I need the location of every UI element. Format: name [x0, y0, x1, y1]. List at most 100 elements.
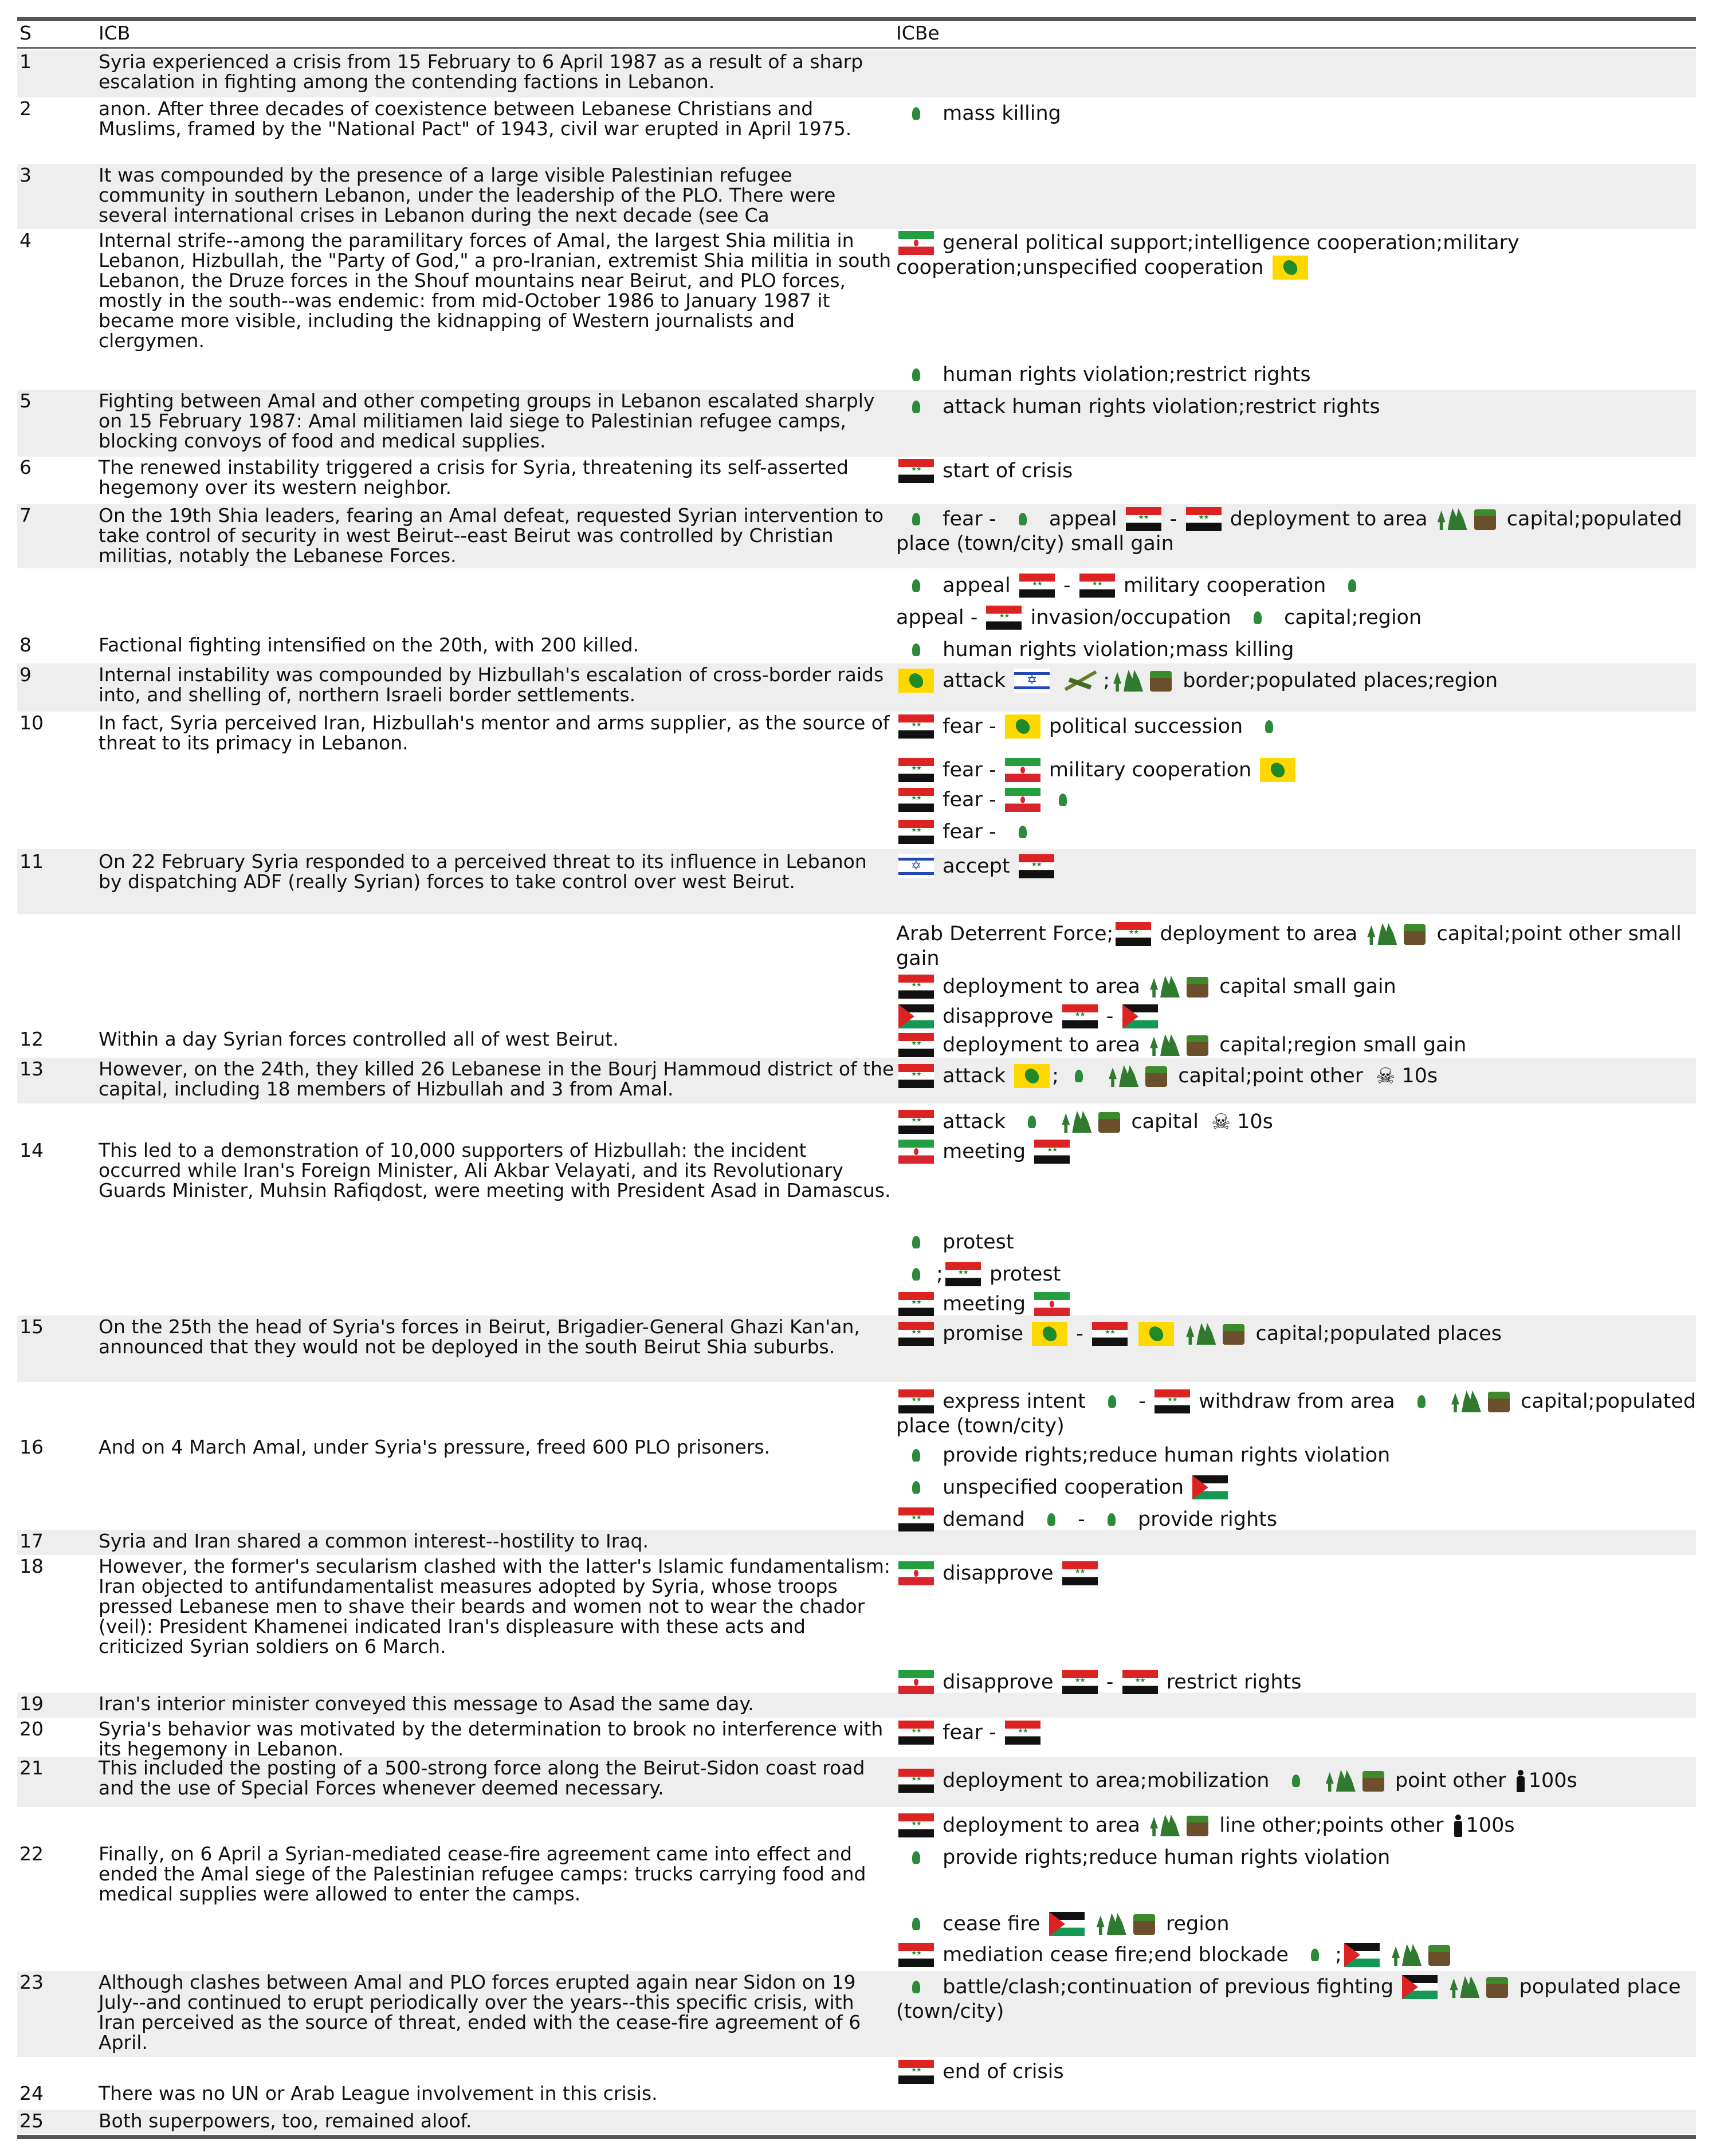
territory-icon	[1487, 1389, 1512, 1413]
icb-text: And on 4 March Amal, under Syria's press…	[99, 1436, 771, 1458]
lebanon-flag-icon	[1034, 1507, 1069, 1531]
icbe-event: general political support;intelligence c…	[896, 231, 1519, 280]
syria-flag-icon	[1062, 1004, 1098, 1028]
territory-icon	[1427, 1943, 1452, 1967]
icbe-event: deployment to area capital;region small …	[896, 1032, 1698, 1057]
row-number: 17	[19, 1530, 44, 1552]
row-number: 1	[19, 50, 32, 73]
forces-icon	[1112, 669, 1144, 693]
territory-icon	[1144, 1064, 1169, 1088]
icb-text: However, on the 24th, they killed 26 Leb…	[99, 1058, 894, 1100]
row-number: 22	[19, 1843, 44, 1865]
hizbullah-flag-icon	[1014, 1064, 1050, 1088]
forces-icon	[1149, 975, 1181, 999]
icbe-event: attack ; capital;point other ☠10s	[896, 1063, 1698, 1088]
icbe-event: provide rights;reduce human rights viola…	[896, 1845, 1698, 1870]
icbe-event: start of crisis	[896, 458, 1698, 483]
iran-flag-icon	[1004, 788, 1040, 812]
table-top-rule	[17, 17, 1696, 21]
row-number: 15	[19, 1315, 44, 1338]
icbe-event: accept	[896, 854, 1698, 878]
lebanon-flag-icon	[1094, 1507, 1129, 1531]
lebanon-flag-icon	[898, 1475, 934, 1499]
syria-flag-icon	[898, 1064, 934, 1088]
forces-icon	[1391, 1943, 1423, 1967]
israel-flag-icon	[898, 854, 934, 878]
lebanon-flag-icon	[898, 638, 934, 662]
icbe-event: express intent - withdraw from area capi…	[896, 1389, 1698, 1438]
icb-text: Within a day Syrian forces controlled al…	[99, 1028, 619, 1050]
row-band	[17, 164, 1696, 229]
row-band	[17, 1757, 1696, 1807]
icbe-event: human rights violation;restrict rights	[896, 362, 1698, 387]
hizbullah-flag-icon	[1032, 1322, 1068, 1346]
lebanon-flag-icon	[898, 101, 934, 125]
syria-flag-icon	[1154, 1389, 1190, 1413]
territory-icon	[1222, 1322, 1247, 1346]
syria-flag-icon	[1018, 854, 1054, 878]
icbe-event: human rights violation;mass killing	[896, 637, 1698, 662]
hizbullah-flag-icon	[1260, 758, 1296, 782]
icb-text: The renewed instability triggered a cris…	[99, 456, 849, 498]
syria-flag-icon	[898, 758, 934, 782]
forces-icon	[1450, 1389, 1482, 1413]
syria-flag-icon	[1079, 574, 1115, 598]
lebanon-flag-icon	[1334, 574, 1370, 598]
icbe-event: battle/clash;continuation of previous fi…	[896, 1975, 1681, 2023]
palestine-flag-icon	[898, 1004, 934, 1028]
syria-flag-icon	[1116, 922, 1152, 946]
row-number: 19	[19, 1692, 44, 1715]
row-band	[17, 849, 1696, 914]
person-icon	[1515, 1769, 1526, 1793]
row-number: 7	[19, 504, 32, 527]
icb-text: Syria and Iran shared a common interest-…	[99, 1530, 649, 1552]
iran-flag-icon	[898, 231, 934, 255]
syria-flag-icon	[898, 1389, 934, 1413]
lebanon-flag-icon	[1297, 1943, 1333, 1967]
icbe-event: attack ; border;populated places;region	[896, 668, 1698, 693]
row-band	[17, 1058, 1696, 1103]
forces-icon	[1185, 1322, 1217, 1346]
icbe-event: disapprove -	[896, 1004, 1698, 1028]
territory-icon	[1361, 1769, 1387, 1793]
table-bottom-rule	[17, 2135, 1696, 2139]
row-number: 4	[19, 229, 32, 252]
syria-flag-icon	[1125, 507, 1161, 531]
row-number: 14	[19, 1139, 44, 1161]
header-icbe: ICBe	[896, 22, 940, 44]
iran-flag-icon	[898, 1140, 934, 1164]
lebanon-flag-icon	[1251, 714, 1287, 739]
icb-text: There was no UN or Arab League involveme…	[99, 2082, 658, 2104]
syria-flag-icon	[1034, 1140, 1070, 1164]
row-band	[17, 1530, 1696, 1555]
icb-text: Syria's behavior was motivated by the de…	[99, 1718, 884, 1760]
icbe-event: deployment to area capital small gain	[896, 974, 1698, 999]
forces-icon	[1095, 1912, 1128, 1936]
icb-text: On the 19th Shia leaders, fearing an Ama…	[99, 504, 884, 567]
lebanon-flag-icon	[898, 395, 934, 419]
lebanon-flag-icon	[1061, 1064, 1097, 1088]
syria-flag-icon	[986, 606, 1022, 630]
syria-flag-icon	[1092, 1322, 1128, 1346]
forces-icon	[1108, 1064, 1140, 1088]
icbe-event: mass killing	[896, 101, 1698, 125]
iran-flag-icon	[898, 1561, 934, 1585]
row-band	[17, 50, 1696, 97]
forces-icon	[1149, 1033, 1181, 1057]
row-number: 18	[19, 1555, 44, 1577]
lebanon-flag-icon	[1094, 1389, 1130, 1413]
icbe-event: attack capital ☠10s	[896, 1109, 1698, 1134]
row-number: 9	[19, 663, 32, 686]
row-band	[17, 390, 1696, 457]
row-band	[17, 504, 1696, 568]
palestine-flag-icon	[1122, 1004, 1158, 1028]
row-number: 11	[19, 850, 44, 873]
icbe-event: protest	[896, 1230, 1698, 1254]
icb-text: Although clashes between Amal and PLO fo…	[99, 1971, 861, 2053]
palestine-flag-icon	[1344, 1943, 1380, 1967]
icbe-event: unspecified cooperation	[896, 1475, 1698, 1499]
icbe-event: end of crisis	[896, 2059, 1698, 2084]
icb-text: Both superpowers, too, remained aloof.	[99, 2110, 472, 2132]
hizbullah-flag-icon	[1004, 714, 1040, 739]
lebanon-flag-icon	[898, 1443, 934, 1467]
